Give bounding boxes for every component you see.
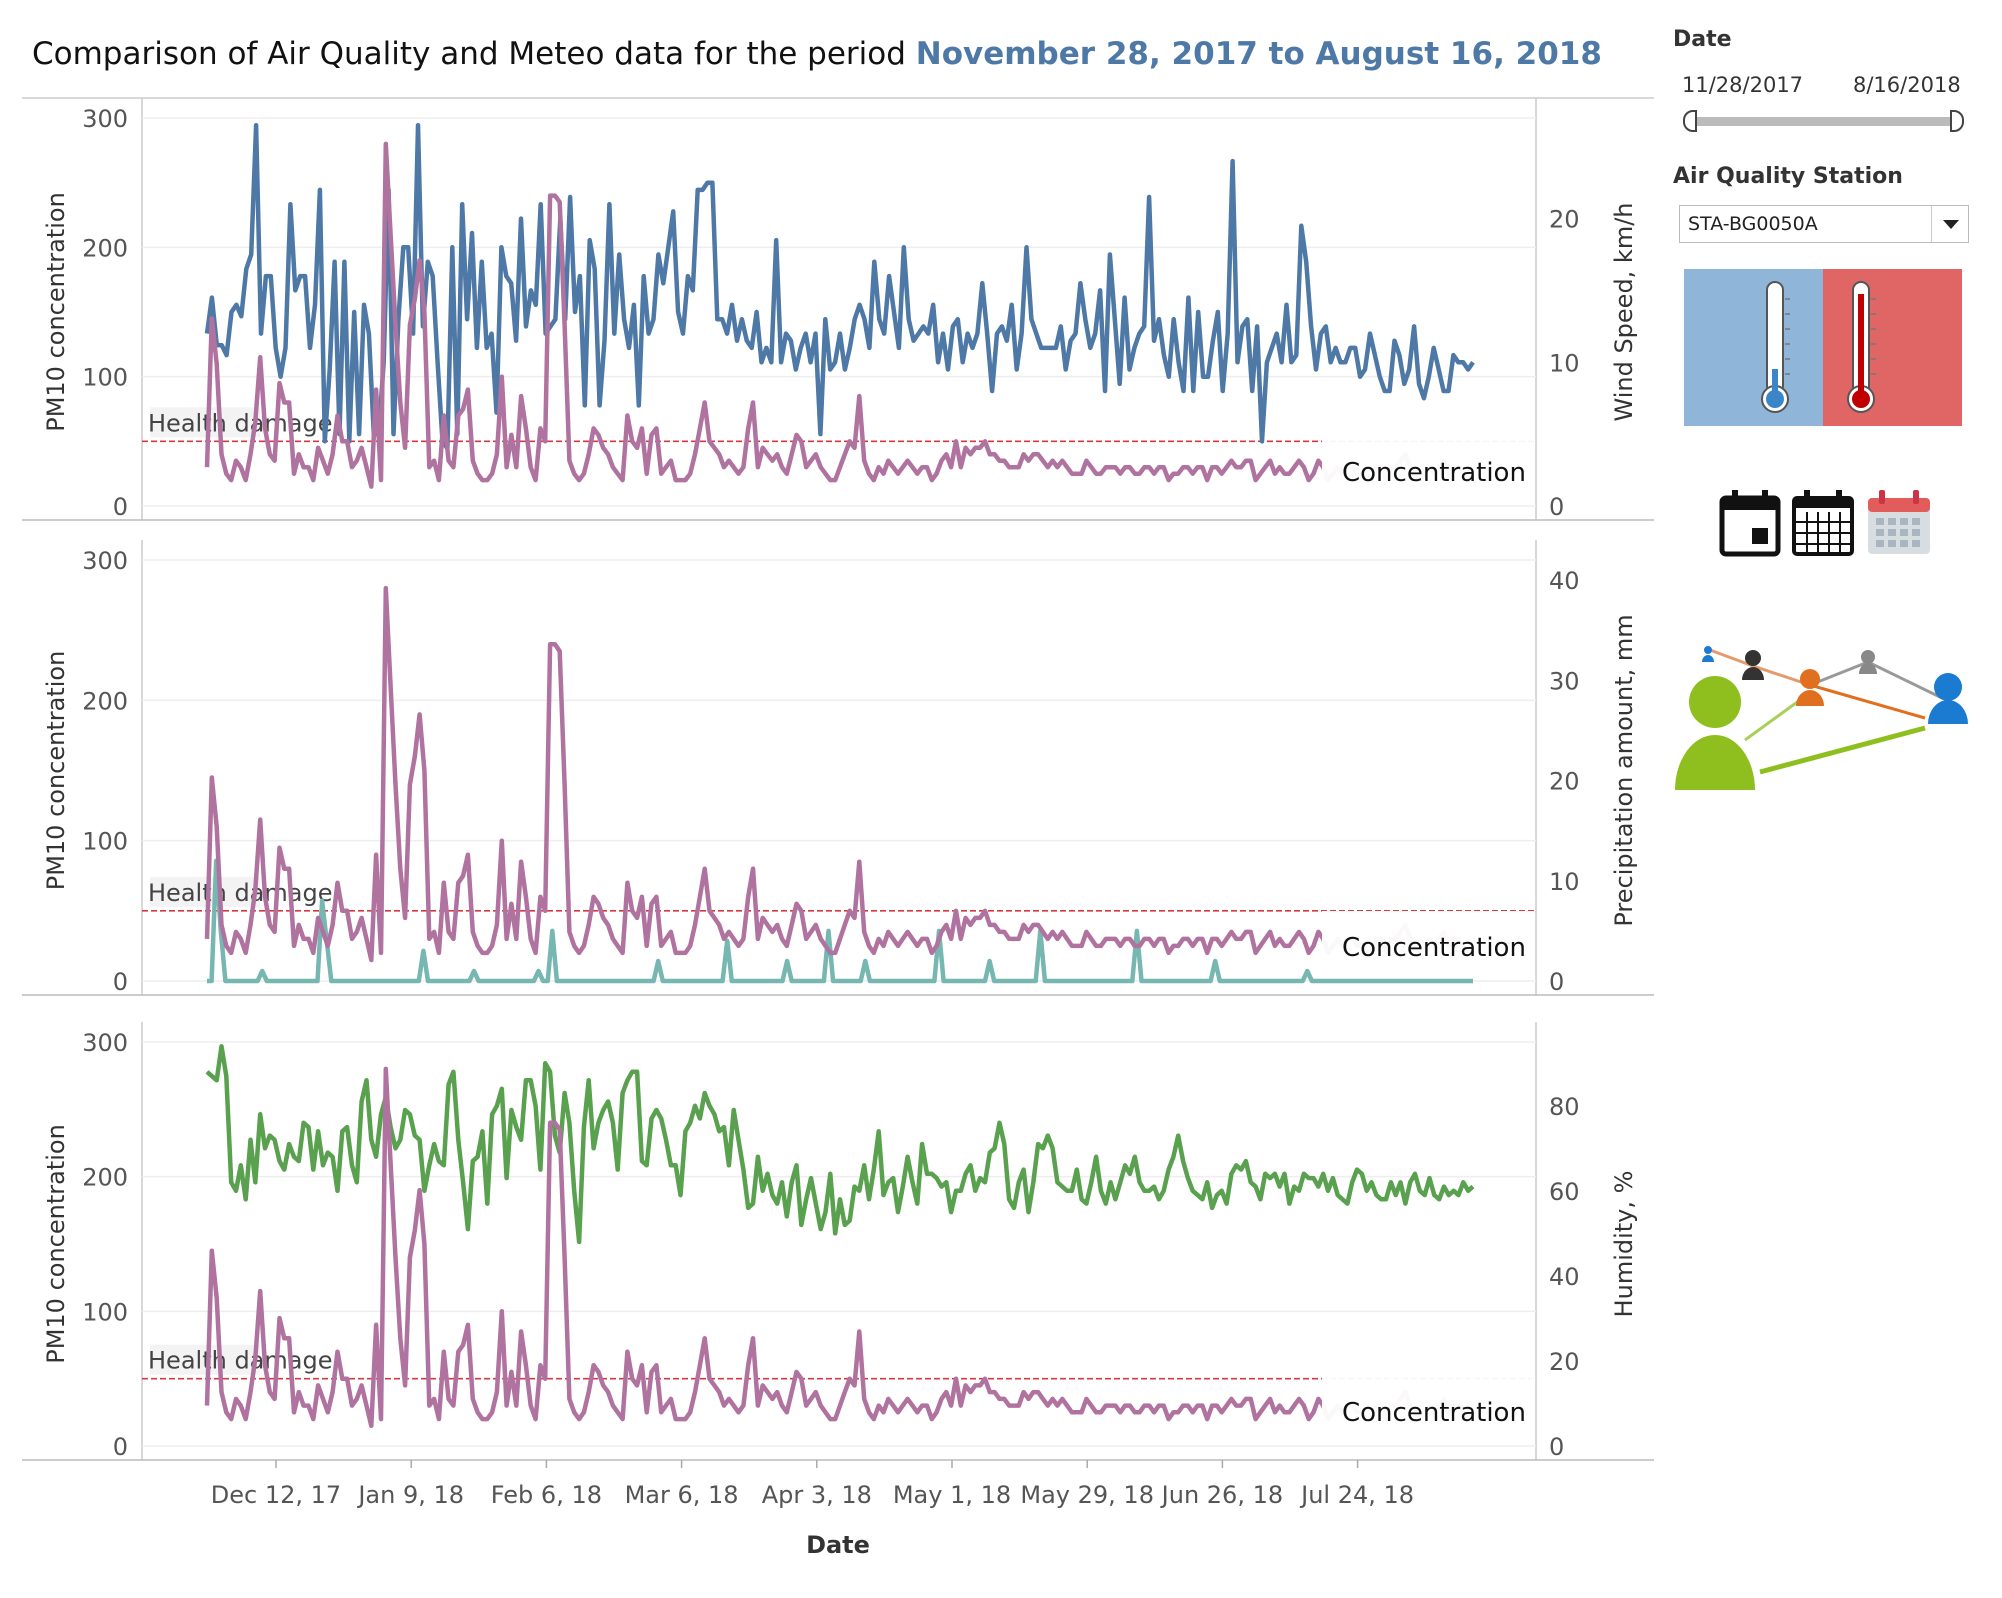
health-damage-label-bg: [150, 1344, 260, 1375]
health-damage-label: Health damage: [148, 1347, 332, 1375]
health-damage-label-bg: [150, 407, 260, 438]
date-filter-label: Date: [1673, 27, 1732, 52]
person-icon-gray: [1859, 650, 1877, 674]
concentration-label-bg: [1322, 436, 1534, 502]
x-tick-label: Apr 3, 18: [762, 1481, 872, 1509]
x-tick-label: May 1, 18: [893, 1481, 1011, 1509]
concentration-label-bg: [1322, 911, 1534, 977]
page-title: Comparison of Air Quality and Meteo data…: [32, 36, 1602, 72]
station-select-value: STA-BG0050A: [1688, 213, 1818, 235]
concentration-label-bg: [1322, 1376, 1534, 1442]
x-tick-label: May 29, 18: [1020, 1481, 1154, 1509]
concentration-label: Concentration: [1342, 1398, 1526, 1428]
x-axis: Dec 12, 17 Jan 9, 18 Feb 6, 18 Mar 6, 18 Apr…: [211, 1460, 1414, 1559]
x-tick-label: Dec 12, 17: [211, 1481, 341, 1509]
x-tick-label: Jun 26, 18: [1160, 1481, 1283, 1509]
x-tick-label: Mar 6, 18: [625, 1481, 739, 1509]
y-tick-label: 100: [82, 364, 128, 392]
person-icon-blue: [1928, 673, 1968, 724]
chart-panel-1: 0 100 200 300 0 10 20 PM10 concentration Wind Sp…: [22, 97, 1654, 521]
title-prefix: Comparison of Air Quality and Meteo data…: [32, 36, 916, 72]
chart-panel-3: 0 100 200 300 0 20 40 60 80 PM10 concentration Hum…: [22, 1022, 1654, 1461]
y-axis-label: PM10 concentration: [42, 192, 70, 432]
title-period: November 28, 2017 to August 16, 2018: [915, 36, 1602, 72]
y2-axis-label: Precipitation amount, mm: [1610, 614, 1638, 926]
y-axis-label: PM10 concentration: [42, 651, 70, 891]
y2-tick-label: 0: [1549, 1433, 1564, 1461]
y2-tick-label: 0: [1549, 493, 1564, 521]
date-start: 11/28/2017: [1682, 73, 1804, 97]
y-tick-label: 100: [82, 828, 128, 856]
meteo-series-line: [205, 1044, 1475, 1245]
thermometer-hot-icon: [1847, 281, 1876, 413]
person-icon-orange: [1796, 669, 1824, 706]
y-tick-label: 300: [82, 1029, 128, 1057]
station-filter-label: Air Quality Station: [1673, 164, 1903, 189]
y-tick-label: 0: [113, 968, 128, 996]
y-tick-label: 300: [82, 547, 128, 575]
x-tick-label: Feb 6, 18: [491, 1481, 602, 1509]
pm10-series-line: [204, 585, 1475, 963]
y-tick-label: 200: [82, 687, 128, 715]
y2-tick-label: 20: [1549, 1348, 1580, 1376]
y-tick-label: 200: [82, 234, 128, 262]
concentration-label: Concentration: [1342, 933, 1526, 963]
thermometer-cold-icon: [1761, 281, 1790, 413]
y2-tick-label: 10: [1549, 868, 1580, 896]
y2-tick-label: 30: [1549, 667, 1580, 695]
person-icon-small-blue: [1702, 646, 1714, 662]
y2-tick-label: 60: [1549, 1178, 1580, 1206]
meteo-series-line: [204, 122, 1475, 451]
y2-tick-label: 0: [1549, 968, 1564, 996]
calendar-month-icon: [1792, 490, 1854, 556]
health-damage-label: Health damage: [148, 409, 332, 437]
person-icon-black: [1742, 650, 1764, 680]
person-icon-green: [1675, 676, 1755, 790]
date-slider-end-handle[interactable]: [1950, 110, 1964, 132]
x-tick-label: Jan 9, 18: [356, 1481, 464, 1509]
y2-tick-label: 20: [1549, 206, 1580, 234]
y2-axis-label: Wind Speed, km/h: [1610, 202, 1638, 421]
pm10-series-line: [204, 141, 1475, 489]
date-end: 8/16/2018: [1853, 73, 1961, 97]
meteo-series-line: [207, 858, 1473, 984]
health-damage-label-bg: [150, 876, 260, 907]
chevron-down-icon[interactable]: [1931, 206, 1968, 242]
concentration-label: Concentration: [1342, 458, 1526, 488]
y-axis-label: PM10 concentration: [42, 1124, 70, 1364]
chart-panel-2: 0 100 200 300 0 10 20 30 40 PM10 concentration Pre…: [22, 540, 1654, 996]
pm10-series-line: [204, 1066, 1475, 1429]
thermometer-toggle[interactable]: [1684, 269, 1962, 426]
y-tick-label: 200: [82, 1164, 128, 1192]
y2-axis-label: Humidity, %: [1610, 1171, 1638, 1318]
network-people-icon[interactable]: [1670, 640, 1980, 800]
calendar-year-icon: [1868, 490, 1930, 554]
date-slider-track[interactable]: [1690, 117, 1958, 126]
calendar-day-icon: [1719, 490, 1781, 557]
y-tick-label: 100: [82, 1298, 128, 1326]
x-tick-label: Jul 24, 18: [1299, 1481, 1414, 1509]
y2-tick-label: 20: [1549, 768, 1580, 796]
y-tick-label: 300: [82, 105, 128, 133]
y2-tick-label: 40: [1549, 1263, 1580, 1291]
y2-tick-label: 10: [1549, 349, 1580, 377]
y2-tick-label: 40: [1549, 567, 1580, 595]
calendar-granularity[interactable]: [1718, 488, 1940, 560]
x-axis-label: Date: [806, 1531, 870, 1559]
y2-tick-label: 80: [1549, 1093, 1580, 1121]
date-slider-start-handle[interactable]: [1683, 110, 1697, 132]
health-damage-label: Health damage: [148, 879, 332, 907]
y-tick-label: 0: [113, 493, 128, 521]
y-tick-label: 0: [113, 1433, 128, 1461]
station-select[interactable]: STA-BG0050A: [1679, 205, 1969, 243]
